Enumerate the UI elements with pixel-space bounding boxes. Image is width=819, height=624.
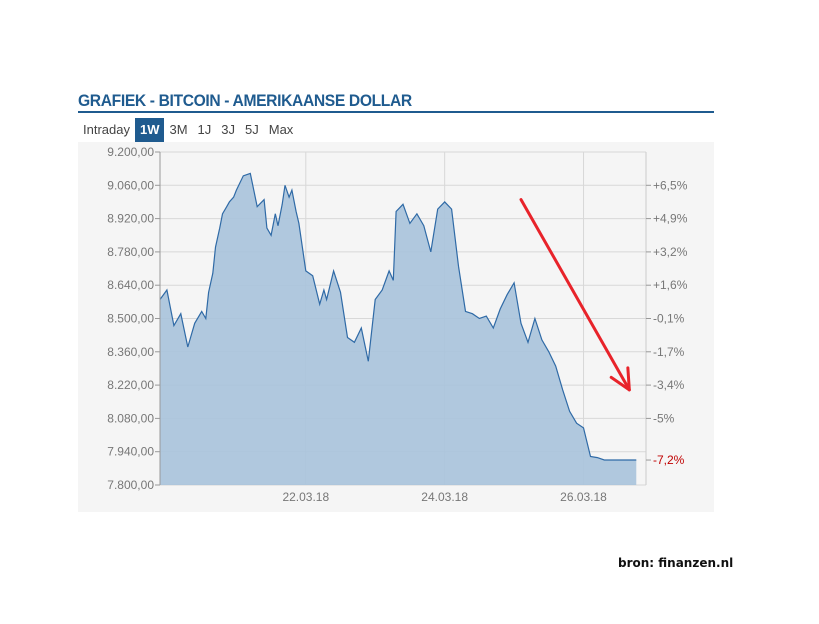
tab-intraday[interactable]: Intraday: [83, 122, 130, 137]
y-tick-label: 7.940,00: [107, 445, 154, 459]
price-area: [160, 173, 637, 485]
y-tick-label: 8.220,00: [107, 378, 154, 392]
title-divider: [78, 111, 714, 113]
y-tick-label: 7.800,00: [107, 478, 154, 492]
pct-tick-label: +1,6%: [653, 278, 688, 292]
pct-tick-label: -3,4%: [653, 378, 685, 392]
source-credit: bron: finanzen.nl: [618, 556, 734, 570]
period-tabs: Intraday 1W 3M 1J 3J 5J Max: [78, 118, 298, 142]
chart-title: GRAFIEK - BITCOIN - AMERIKAANSE DOLLAR: [78, 91, 412, 110]
x-tick-label: 22.03.18: [282, 490, 329, 504]
tab-1j[interactable]: 1J: [197, 122, 212, 137]
last-value-label: -7,2%: [653, 453, 685, 467]
tab-1w[interactable]: 1W: [134, 118, 165, 142]
pct-tick-label: -5%: [653, 411, 675, 425]
pct-tick-label: -1,7%: [653, 345, 685, 359]
x-tick-label: 24.03.18: [421, 490, 468, 504]
y-tick-label: 8.080,00: [107, 411, 154, 425]
y-tick-label: 8.500,00: [107, 312, 154, 326]
tab-3j[interactable]: 3J: [221, 122, 236, 137]
y-tick-label: 9.060,00: [107, 178, 154, 192]
price-chart: 9.200,00 9.060,00 8.920,00 8.780,00 8.640,00…: [107, 145, 688, 504]
tab-max[interactable]: Max: [268, 122, 294, 137]
price-line: [159, 172, 637, 461]
y-tick-label: 8.780,00: [107, 245, 154, 259]
trend-arrow-head: [609, 366, 631, 392]
y-tick-label: 8.640,00: [107, 278, 154, 292]
pct-tick-label: +6,5%: [653, 178, 688, 192]
chart-area: 9.200,00 9.060,00 8.920,00 8.780,00 8.640,00…: [78, 142, 714, 512]
tab-5j[interactable]: 5J: [245, 122, 259, 137]
pct-tick-label: -0,1%: [653, 312, 685, 326]
x-tick-label: 26.03.18: [560, 490, 607, 504]
y-tick-label: 8.360,00: [107, 345, 154, 359]
pct-tick-label: +3,2%: [653, 245, 688, 259]
tab-3m[interactable]: 3M: [169, 122, 188, 137]
y-tick-label: 9.200,00: [107, 145, 154, 159]
trend-arrow-shaft: [519, 198, 631, 392]
pct-tick-label: +4,9%: [653, 212, 688, 226]
y-tick-label: 8.920,00: [107, 212, 154, 226]
